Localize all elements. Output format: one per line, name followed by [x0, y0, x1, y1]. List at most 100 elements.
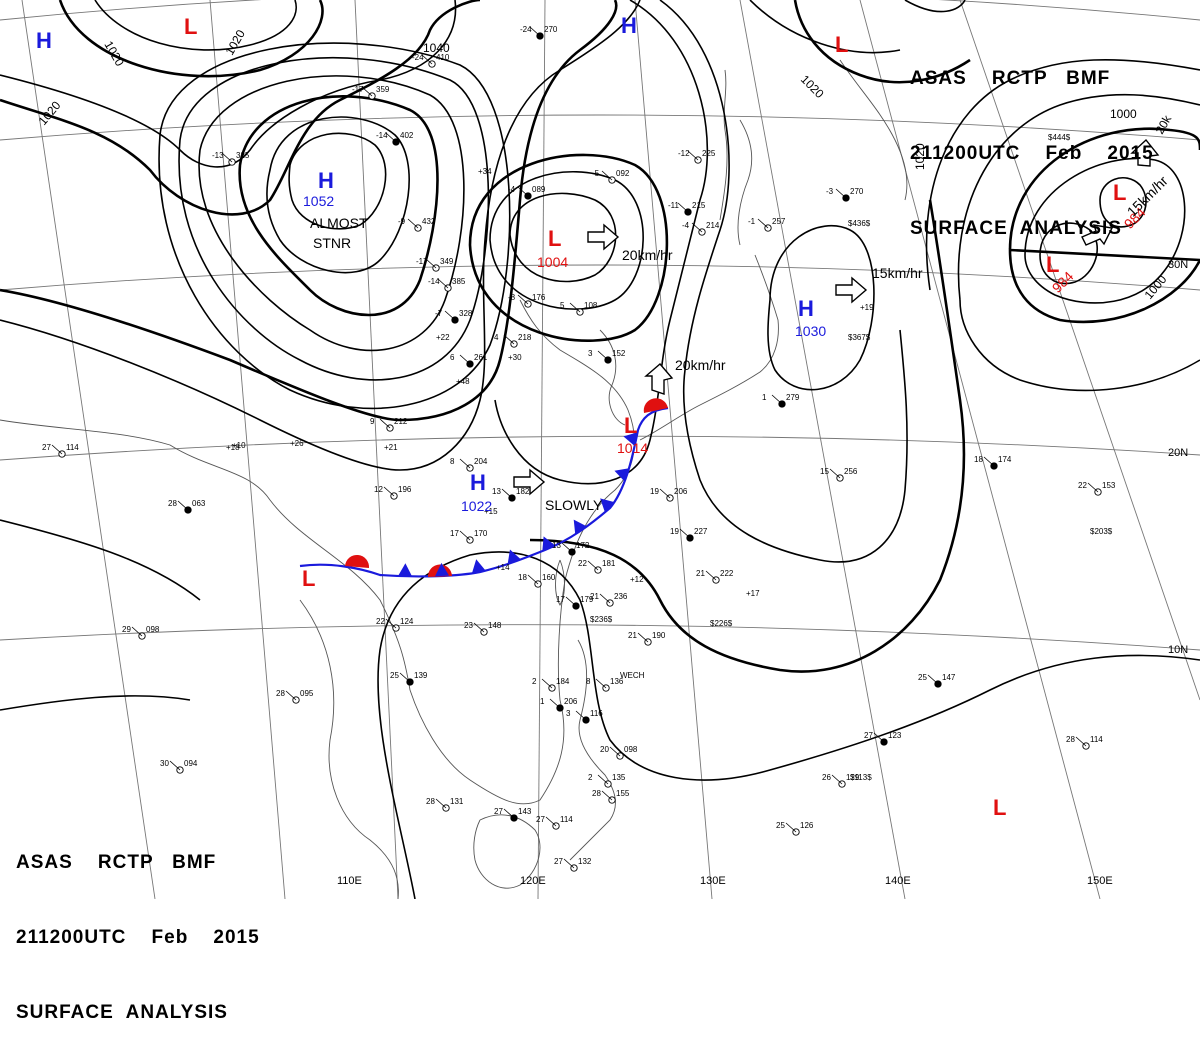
station-pressure: 174: [998, 455, 1012, 464]
high-symbol: H: [36, 28, 52, 53]
station-note: +10: [232, 441, 246, 450]
fronts: [299, 398, 669, 578]
wind-barb: [459, 354, 471, 365]
station-pressure: 139: [414, 671, 428, 680]
station-pressure: 270: [850, 187, 864, 196]
station-temperature: -4: [508, 185, 516, 194]
lon-label-110e: 110E: [337, 875, 362, 887]
coastline-indochina: [299, 599, 399, 899]
station-pressure: 214: [706, 221, 720, 230]
station-pressure: 136: [610, 677, 624, 686]
station-pressure: 172: [576, 541, 590, 550]
station-pressure: 098: [146, 625, 160, 634]
station-pressure: 196: [398, 485, 412, 494]
wind-barb: [1075, 736, 1087, 747]
station-temperature: 1: [540, 697, 545, 706]
station-pressure: 190: [652, 631, 666, 640]
meridian-line: [859, 0, 1101, 899]
station-pressure: 116: [590, 709, 603, 718]
lat-label-10n: 10N: [1168, 644, 1188, 656]
station-pressure: 094: [184, 759, 198, 768]
station-note: $236$: [590, 615, 613, 624]
station-temperature: -9: [398, 217, 406, 226]
low-symbol: L: [835, 32, 848, 57]
station-pressure: 129: [846, 773, 860, 782]
isobar: [659, 0, 908, 563]
wind-barb: [473, 622, 485, 633]
wind-barb: [1087, 482, 1099, 493]
lat-lon-grid: [0, 0, 1200, 899]
isobar: [1008, 127, 1200, 324]
isobar-label: 1040: [423, 41, 450, 55]
wind-barb: [569, 302, 581, 313]
cold-front-tooth: [623, 432, 638, 446]
wind-barb: [609, 746, 621, 757]
station-temperature: 28: [1066, 735, 1075, 744]
wind-barb: [575, 710, 587, 721]
station-note: +30: [508, 353, 522, 362]
lon-label-140e: 140E: [885, 875, 911, 887]
station-pressure: 179: [580, 595, 594, 604]
station-plots: -24 270-24 410-17 359-14 402-13 325-9 432-4 089…: [42, 25, 1116, 872]
lon-label-130e: 130E: [700, 875, 726, 887]
cold-front-tooth: [398, 563, 413, 577]
wind-barb: [601, 170, 613, 181]
coastline-japan-north: [737, 119, 753, 246]
wind-barb: [983, 456, 995, 467]
wind-barb: [399, 672, 411, 683]
station-pressure: 114: [1090, 735, 1103, 744]
station-temperature: 12: [374, 485, 383, 494]
station-temperature: 5: [560, 301, 565, 310]
wind-barb: [407, 218, 419, 229]
wind-barb: [459, 530, 471, 541]
station-note: +26: [290, 439, 304, 448]
isobar: [793, 0, 971, 84]
low-value: 1004: [537, 254, 568, 270]
station-note: $367$: [848, 333, 871, 342]
wind-barb: [545, 816, 557, 827]
station-temperature: 27: [864, 731, 873, 740]
header-line-2: 211200UTC Feb 2015: [16, 927, 260, 948]
isobar: [238, 95, 439, 317]
isobar: [904, 0, 966, 13]
meridian-line: [209, 0, 286, 899]
header-line-1: ASAS RCTP BMF: [910, 68, 1111, 89]
station-temperature: 25: [776, 821, 785, 830]
meridian-line: [634, 0, 713, 899]
station-temperature: 2: [532, 677, 537, 686]
station-note: +22: [436, 333, 450, 342]
station-temperature: 22: [578, 559, 587, 568]
station-note: +19: [860, 303, 874, 312]
station-temperature: 25: [390, 671, 399, 680]
station-pressure: 218: [518, 333, 532, 342]
wind-barb: [597, 774, 609, 785]
low-value: 1014: [617, 440, 648, 456]
wind-barb: [835, 188, 847, 199]
wind-barb: [563, 858, 575, 869]
station-temperature: 3: [566, 709, 571, 718]
station-temperature: -24: [520, 25, 532, 34]
motion-arrow: [513, 468, 546, 496]
station-pressure: 206: [564, 697, 578, 706]
wind-barb: [437, 278, 449, 289]
station-temperature: -14: [428, 277, 440, 286]
station-temperature: -24: [412, 53, 424, 62]
station-temperature: 30: [160, 759, 169, 768]
isobar-1030: [767, 225, 875, 391]
wind-barb: [599, 593, 611, 604]
station-pressure: 147: [942, 673, 956, 682]
low-symbol: L: [184, 14, 197, 39]
isobar-label: 1020: [101, 39, 127, 69]
wind-barb: [51, 444, 63, 455]
station-pressure: 204: [474, 457, 488, 466]
station-temperature: 8: [586, 677, 591, 686]
station-pressure: 181: [602, 559, 616, 568]
isobar: [0, 0, 641, 471]
station-pressure: 095: [300, 689, 314, 698]
header-line-2: 211200UTC Feb 2015: [910, 143, 1154, 164]
coastline-korea: [599, 329, 626, 426]
wind-barb: [503, 334, 515, 345]
wind-barb: [385, 132, 397, 143]
wind-barb: [383, 486, 395, 497]
station-temperature: -3: [826, 187, 834, 196]
